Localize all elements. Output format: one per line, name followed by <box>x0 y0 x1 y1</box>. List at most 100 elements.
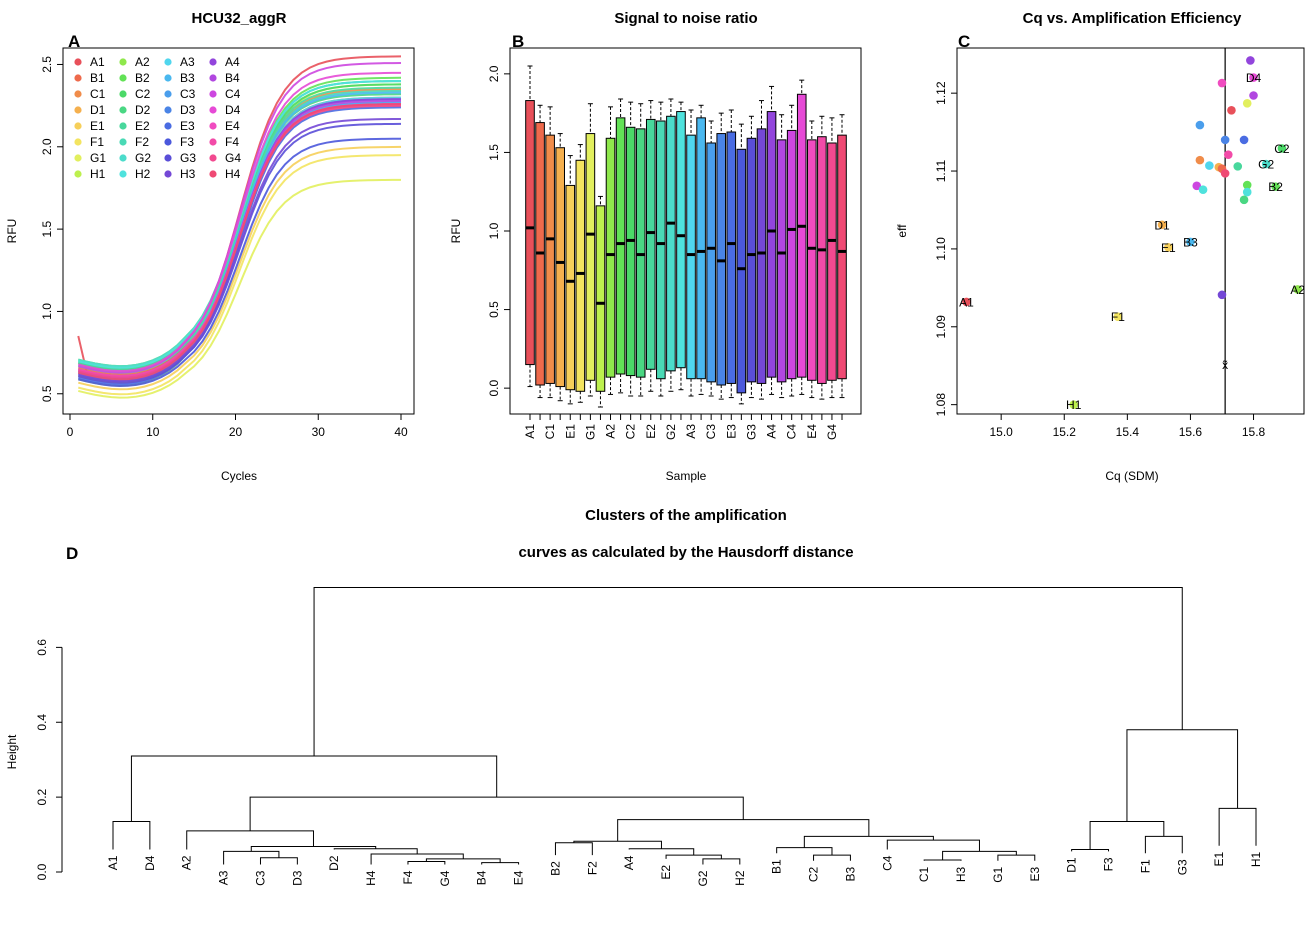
b-box-g4 <box>827 142 837 381</box>
c-point-a1 <box>962 297 971 307</box>
panel-d-letter: D <box>66 544 78 563</box>
c-point-label-d4: D4 <box>1246 71 1262 85</box>
c-point-d3 <box>1220 135 1230 145</box>
a-legend-marker-c1 <box>74 90 82 98</box>
b-ytick-label: 0.5 <box>487 301 501 318</box>
a-legend-label-f4: F4 <box>225 135 239 149</box>
d-leaf-label-b1: B1 <box>770 859 784 874</box>
b-xtick-label-c2: C2 <box>624 424 638 440</box>
c-point-h2 <box>1198 185 1208 195</box>
a-xtick-label: 20 <box>229 425 243 439</box>
b-xtick-label-a3: A3 <box>684 424 698 439</box>
c-point-e2 <box>1233 162 1243 171</box>
panel-c-scatter: Cq vs. Amplification Efficiency C A1 H1 F1… <box>895 10 1305 483</box>
b-box-d2 <box>635 128 646 378</box>
a-legend-label-f2: F2 <box>135 135 149 149</box>
d-link-g1-e3 <box>997 854 1036 861</box>
b-xtick-label-e4: E4 <box>805 424 819 439</box>
d-link-d1-f3 <box>1071 849 1110 852</box>
a-legend-marker-c2 <box>119 90 127 98</box>
c-point-label-f1: F1 <box>1111 310 1125 324</box>
b-box-f4 <box>817 136 827 384</box>
d-link-b2-f2 <box>554 842 593 856</box>
panel-b-letter: B <box>512 32 524 51</box>
c-point-b2 <box>1271 182 1280 191</box>
d-link-g2-h2 <box>702 858 741 865</box>
b-ytick-label: 1.0 <box>487 222 501 239</box>
b-box-d1 <box>555 147 565 388</box>
c-ytick-label: 1.10 <box>934 237 948 261</box>
b-xtick-label-c1: C1 <box>543 424 557 440</box>
a-legend-label-e2: E2 <box>135 119 150 133</box>
d-leaf-label-a3: A3 <box>217 870 231 885</box>
c-point-label-d1: D1 <box>1154 218 1170 232</box>
a-legend-label-h2: H2 <box>135 167 151 181</box>
a-legend-label-c2: C2 <box>135 87 151 101</box>
c-point-g1 <box>1242 98 1252 108</box>
d-leaf-label-f2: F2 <box>585 861 599 875</box>
b-box-b4 <box>776 139 787 383</box>
d-link-b4-e4 <box>481 862 520 865</box>
c-point-d2 <box>1239 195 1249 205</box>
d-leaf-label-f1: F1 <box>1138 859 1152 873</box>
c-ytick-label: 1.12 <box>934 81 948 105</box>
d-leaf-label-d4: D4 <box>143 855 157 871</box>
c-median-marker: x̃ <box>1222 358 1228 372</box>
panel-b-xlabel: Sample <box>666 469 707 483</box>
d-ytick-label: 0.2 <box>35 788 49 805</box>
panel-c-letter: C <box>958 32 970 51</box>
c-point-a1b <box>1227 105 1236 115</box>
d-leaf-label-h3: H3 <box>954 866 968 882</box>
d-link-a4-e2g <box>628 848 695 856</box>
d-link-a2-b2 <box>249 796 744 831</box>
d-leaf-label-d3: D3 <box>290 870 304 886</box>
d-link-right-cluster <box>1126 729 1239 822</box>
a-legend-label-c4: C4 <box>225 87 241 101</box>
a-curve-e3 <box>78 106 402 386</box>
d-link-f4-g4 <box>407 861 446 865</box>
b-box-h3 <box>756 128 767 384</box>
d-leaf-label-e3: E3 <box>1028 866 1042 881</box>
a-legend-marker-h3 <box>164 170 172 178</box>
b-xtick-label-a2: A2 <box>604 424 618 439</box>
c-point-a2 <box>1293 285 1302 294</box>
b-xtick-label-c4: C4 <box>785 424 799 440</box>
d-link-c4-group <box>886 839 980 852</box>
b-box-g2 <box>666 115 676 372</box>
a-legend-marker-a2 <box>119 58 127 66</box>
c-point-label-c2: C2 <box>1274 142 1290 156</box>
b-box-f1 <box>575 159 586 392</box>
d-leaf-label-g2: G2 <box>696 870 710 886</box>
b-box-b3 <box>696 117 706 380</box>
panel-b-ylabel: RFU <box>449 219 463 244</box>
a-legend-label-a3: A3 <box>180 55 195 69</box>
b-box-h4 <box>837 134 847 380</box>
b-box-a4 <box>766 111 777 378</box>
d-leaf-label-c2: C2 <box>807 866 821 882</box>
b-box-c3 <box>706 142 716 383</box>
a-legend-marker-e3 <box>164 122 172 130</box>
a-legend-label-a1: A1 <box>90 55 105 69</box>
a-curve-g3 <box>78 122 402 384</box>
d-leaf-label-b3: B3 <box>843 866 857 881</box>
d-leaf-label-f4: F4 <box>401 870 415 884</box>
d-leaf-label-h2: H2 <box>733 870 747 886</box>
b-xtick-label-e1: E1 <box>563 424 577 439</box>
a-legend-label-d3: D3 <box>180 103 196 117</box>
a-legend-marker-h1 <box>74 170 82 178</box>
b-xtick-label-e3: E3 <box>724 424 738 439</box>
b-box-h1 <box>595 205 606 392</box>
b-box-f3 <box>736 148 747 394</box>
b-ytick-label: 2.0 <box>487 65 501 82</box>
c-point-d4 <box>1249 73 1258 82</box>
c-point-label-a1: A1 <box>959 295 974 309</box>
a-legend-marker-d2 <box>119 106 127 114</box>
d-link-f1-g3 <box>1144 835 1183 854</box>
a-legend-marker-a1 <box>74 58 82 66</box>
a-legend-label-f1: F1 <box>90 135 104 149</box>
c-point-label-b3: B3 <box>1183 235 1198 249</box>
panel-c-title: Cq vs. Amplification Efficiency <box>1023 10 1242 27</box>
a-legend-marker-d4 <box>209 106 217 114</box>
b-box-a3 <box>686 134 696 380</box>
c-point-a4 <box>1246 56 1255 65</box>
